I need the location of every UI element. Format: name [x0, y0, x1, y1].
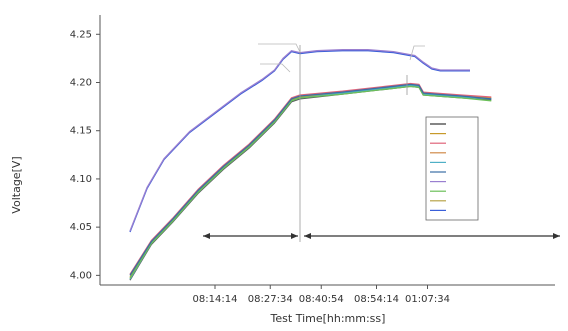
phase-markers: [203, 43, 560, 242]
x-tick-label: 08:27:34: [248, 294, 293, 305]
span-arrowhead-left-b: [291, 233, 298, 239]
x-tick-label: 08:40:54: [299, 294, 344, 305]
span-arrowhead-right-b: [553, 233, 560, 239]
y-tick-label: 4.10: [70, 174, 92, 185]
y-tick-label: 4.05: [70, 222, 92, 233]
y-tick-label: 4.15: [70, 126, 92, 137]
span-arrowhead-left-a: [203, 233, 210, 239]
y-ticks: 4.00 4.05 4.10 4.15 4.20 4.25: [70, 29, 100, 281]
x-tick-label: 08:54:14: [354, 294, 399, 305]
plot-frame: [99, 15, 555, 286]
x-tick-label: 08:14:14: [193, 294, 238, 305]
y-tick-label: 4.25: [70, 29, 92, 40]
callout-line-3: [409, 45, 425, 61]
x-axis-title: Test Time[hh:mm:ss]: [270, 312, 386, 325]
y-tick-label: 4.20: [70, 78, 92, 89]
x-tick-label: 01:07:34: [405, 294, 450, 305]
legend-box: [425, 116, 479, 221]
y-tick-label: 4.00: [70, 270, 92, 281]
y-axis-title: Voltage[V]: [10, 156, 23, 213]
span-arrowhead-right-a: [304, 233, 311, 239]
callout-line-1: [258, 43, 301, 53]
callout-line-2: [260, 63, 291, 73]
legend: [425, 116, 479, 221]
x-ticks: 08:14:14 08:27:34 08:40:54 08:54:14 01:07:34: [193, 285, 450, 305]
